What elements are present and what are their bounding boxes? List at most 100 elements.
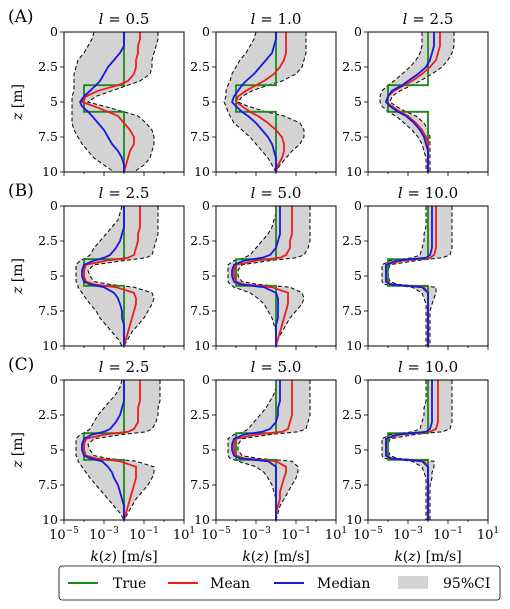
y-tick-label: 5 [202,94,210,109]
row-label-b: (B) [8,181,34,201]
y-tick-label: 0 [354,24,362,39]
ci-upper-edge [87,206,159,347]
y-tick-label: 7.5 [190,129,210,144]
x-axis-label: k(z) [m/s] [394,549,461,565]
y-tick-label: 5 [50,442,58,457]
true-line [387,206,429,346]
ci-upper-edge [86,32,159,173]
legend: True Mean Median 95%CI [58,565,501,601]
y-tick-label: 0 [354,198,362,213]
y-tick-label: 5 [354,442,362,457]
panel-2-2: l = 5.0 0 2.5 5 7.5 10 [190,184,337,353]
y-tick-label: 2.5 [342,407,362,422]
ci-lower-edge [223,31,277,173]
ci-upper-edge [87,380,161,521]
y-tick-label: 2.5 [190,59,210,74]
y-tick-label: 7.5 [38,129,58,144]
y-axis-label: z [m] [10,258,26,295]
legend-true-label: True [113,576,146,592]
ci-lower-edge [227,380,277,520]
legend-median-label: Median [317,576,370,592]
panel-title: l = 2.5 [99,358,150,376]
ci-band [76,380,160,520]
ci-upper-edge [237,380,311,521]
y-tick-label: 5 [50,94,58,109]
ci-upper-edge [389,32,455,172]
y-tick-label: 10 [42,512,58,527]
y-tick-label: 2.5 [190,407,210,422]
y-tick-label: 5 [354,94,362,109]
median-line [81,206,125,346]
panel-title: l = 2.5 [99,184,150,202]
y-tick-label: 2.5 [190,233,210,248]
y-tick-label: 10 [42,164,58,179]
y-tick-label: 5 [50,268,58,283]
panel-title: l = 2.5 [403,10,454,28]
panel-title: l = 5.0 [251,184,302,202]
panel-title: l = 10.0 [398,184,458,202]
ci-band [382,380,452,520]
y-tick-label: 0 [50,198,58,213]
x-tick-label: 10−3 [241,526,271,543]
x-tick-label: 10−5 [49,526,79,543]
x-tick-label: 101 [477,526,499,543]
x-tick-label: 10−5 [353,526,383,543]
median-line [231,206,281,346]
y-tick-label: 2.5 [38,233,58,248]
panel-1-3: l = 2.5 0 2.5 5 7.5 10 [342,10,489,179]
panel-title: l = 5.0 [251,358,302,376]
true-line [387,380,429,520]
labels-layer: (A) (B) (C) [8,7,34,375]
y-tick-label: 10 [346,338,362,353]
median-line [78,32,125,172]
legend-ci-label: 95%CI [443,576,490,592]
mean-line [234,32,287,173]
mean-line [83,380,141,521]
y-axis-label: z [m] [10,432,26,469]
ci-lower-edge [379,32,427,172]
median-line [81,380,125,520]
y-tick-label: 7.5 [38,477,58,492]
x-axis-label: k(z) [m/s] [90,549,157,565]
panel-1-2: l = 1.0 0 2.5 5 7.5 10 [190,10,337,179]
ci-band [382,206,452,346]
true-line [235,32,277,172]
y-tick-label: 2.5 [38,59,58,74]
panel-1-1: l = 0.5 0 2.5 5 7.5 10 z [m] [10,10,185,179]
ci-lower-edge [71,31,115,173]
y-tick-label: 10 [346,512,362,527]
ci-upper-edge [237,206,311,347]
y-tick-label: 5 [202,442,210,457]
y-tick-label: 10 [42,338,58,353]
ci-lower-edge [381,206,427,346]
x-tick-label: 10−1 [433,526,463,543]
y-tick-label: 7.5 [190,477,210,492]
ci-lower-edge [227,206,277,346]
x-tick-label: 101 [173,526,195,543]
panel-2-3: l = 10.0 0 2.5 5 7.5 10 [342,184,489,353]
y-tick-label: 10 [346,164,362,179]
median-line [385,380,433,520]
ci-lower-edge [75,379,125,521]
y-tick-label: 10 [194,164,210,179]
ci-upper-edge [387,380,453,520]
y-tick-label: 0 [50,372,58,387]
mean-line [233,380,293,520]
y-tick-label: 7.5 [342,303,362,318]
legend-ci-swatch [398,576,428,589]
y-tick-label: 7.5 [38,303,58,318]
x-tick-label: 10−5 [201,526,231,543]
mean-line [83,206,141,347]
panel-title: l = 1.0 [251,10,302,28]
row-label-a: (A) [8,7,34,27]
x-tick-label: 10−1 [129,526,159,543]
y-tick-label: 5 [354,268,362,283]
ci-band [228,206,310,346]
mean-line [233,206,293,347]
y-tick-label: 2.5 [38,407,58,422]
true-line [235,206,277,346]
x-tick-label: 10−3 [89,526,119,543]
